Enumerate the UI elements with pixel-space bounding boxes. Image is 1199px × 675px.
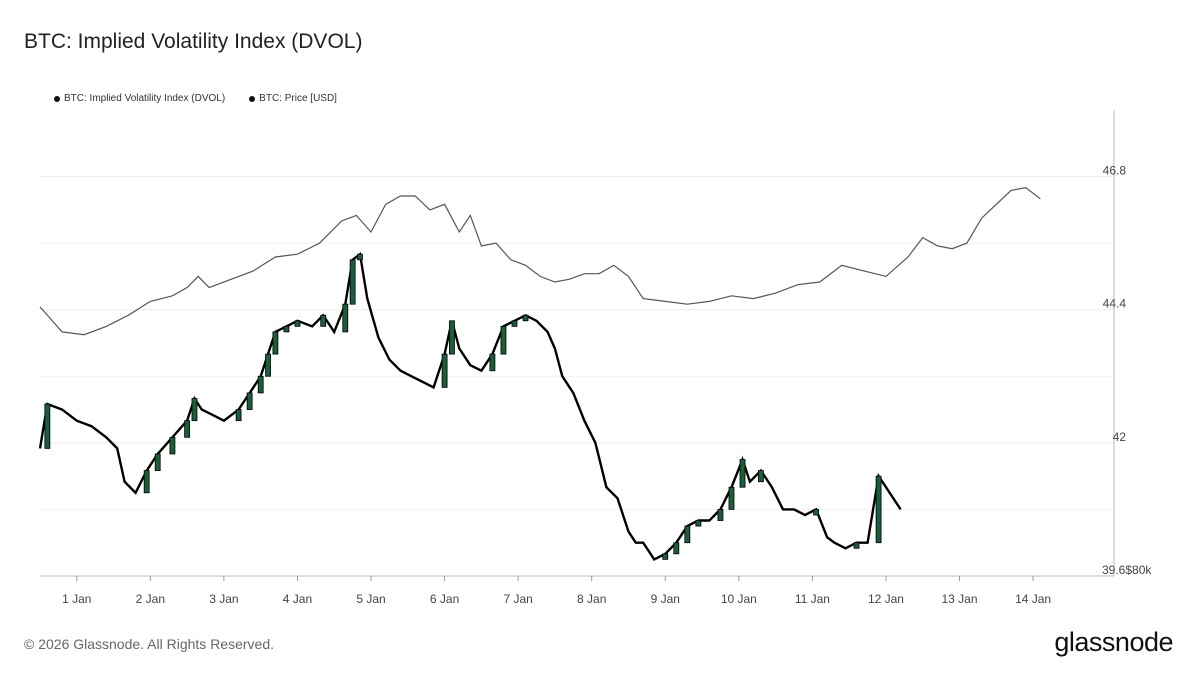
dvol-candle [143, 470, 150, 494]
dvol-candle [662, 553, 669, 560]
dvol-candle [489, 353, 496, 372]
x-tick-label: 2 Jan [136, 592, 165, 606]
dvol-candle [320, 314, 327, 327]
x-tick-label: 11 Jan [795, 592, 830, 606]
dvol-candle [169, 436, 176, 455]
series-line-price [39, 187, 1041, 336]
dvol-candle [758, 470, 764, 483]
y-tick-label: 39.6$80k [1102, 563, 1152, 577]
x-tick-label: 14 Jan [1015, 592, 1051, 606]
dvol-candle [813, 509, 819, 516]
x-tick-label: 9 Jan [651, 592, 680, 606]
dvol-candle [44, 403, 51, 449]
dvol-candle [191, 398, 198, 422]
dvol-candle [349, 259, 356, 305]
x-tick-label: 10 Jan [721, 592, 757, 606]
dvol-candle [875, 475, 882, 544]
series-line-dvol [38, 252, 902, 561]
legend-label-price: BTC: Price [USD] [259, 93, 337, 104]
dvol-candle [500, 325, 507, 355]
x-tick-label: 7 Jan [503, 592, 532, 606]
dvol-candle [739, 459, 746, 488]
dvol-candle [673, 542, 680, 555]
x-tick-label: 5 Jan [356, 592, 385, 606]
y-tick-label: 44.4 [1103, 297, 1127, 311]
dvol-candle [717, 509, 724, 521]
dvol-candle [441, 353, 448, 388]
dvol-candle [246, 392, 253, 410]
chart-title: BTC: Implied Volatility Index (DVOL) [24, 30, 363, 53]
x-tick-label: 13 Jan [942, 592, 978, 606]
x-tick-label: 12 Jan [868, 592, 904, 606]
dvol-candle [853, 542, 860, 549]
dvol-candle [265, 353, 271, 377]
dvol-candle [235, 409, 242, 422]
dvol-candle [511, 320, 518, 327]
dvol-candle [257, 375, 264, 394]
dvol-candle [154, 453, 161, 471]
dvol-candle [294, 320, 301, 327]
y-tick-label: 42 [1113, 430, 1127, 444]
legend-dot-dvol [54, 95, 60, 102]
legend-item-dvol[interactable]: BTC: Implied Volatility Index (DVOL) [54, 93, 225, 104]
dvol-candle [357, 253, 363, 261]
dvol-candle [522, 314, 529, 322]
x-tick-label: 1 Jan [62, 592, 91, 606]
dvol-candle [342, 303, 349, 333]
dvol-candle [728, 486, 735, 510]
copyright-footer: © 2026 Glassnode. All Rights Reserved. [24, 636, 275, 652]
x-tick-label: 3 Jan [209, 592, 238, 606]
x-tick-label: 6 Jan [430, 592, 459, 606]
dvol-candle [272, 331, 279, 355]
dvol-candle [449, 320, 455, 355]
legend-item-price[interactable]: BTC: Price [USD] [249, 93, 337, 104]
y-tick-label: 46.8 [1103, 164, 1127, 178]
glassnode-logo: glassnode [1054, 627, 1173, 657]
x-tick-label: 8 Jan [577, 592, 606, 606]
dvol-candle [283, 325, 290, 333]
dvol-candle [184, 420, 191, 438]
legend-dot-price [249, 95, 256, 102]
legend-label-dvol: BTC: Implied Volatility Index (DVOL) [64, 93, 226, 104]
dvol-candle [695, 520, 702, 527]
dvol-candle [684, 525, 691, 544]
chart-legend: BTC: Implied Volatility Index (DVOL) BTC… [54, 93, 337, 104]
x-tick-label: 4 Jan [283, 592, 312, 606]
